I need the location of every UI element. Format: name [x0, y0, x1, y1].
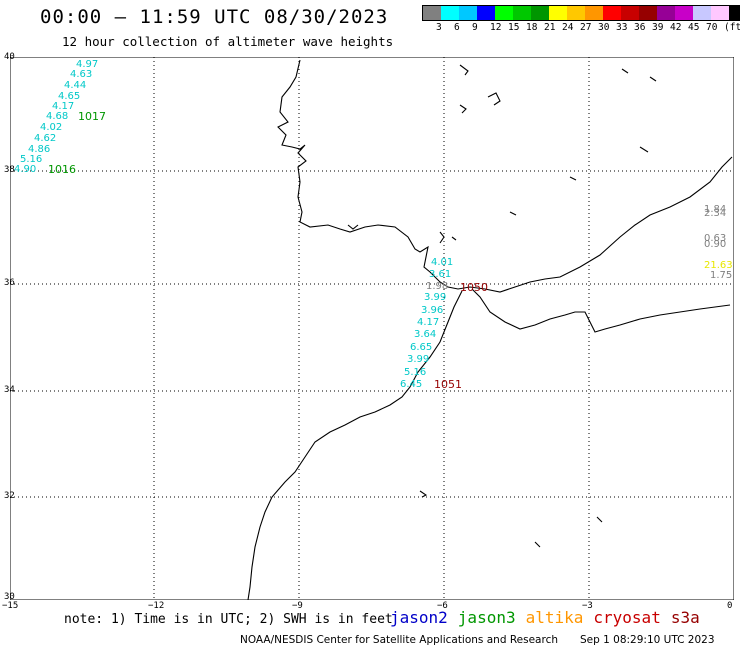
colorbar-label: 6	[454, 22, 460, 33]
colorbar-swatch	[693, 6, 711, 20]
swh-value: 4.86	[28, 144, 50, 155]
swh-value: 3.61	[429, 269, 451, 280]
footer-credit: NOAA/NESDIS Center for Satellite Applica…	[240, 634, 558, 646]
lat-label: 34	[4, 385, 15, 395]
track-id: 1017	[78, 110, 106, 123]
swh-value: 3.99	[407, 354, 429, 365]
lat-label: 38	[4, 165, 15, 175]
lon-label: −12	[148, 601, 165, 611]
track-id: 1050	[460, 281, 488, 294]
colorbar-swatch	[441, 6, 459, 20]
colorbar-label: 12	[490, 22, 502, 33]
colorbar-label: 70	[706, 22, 718, 33]
swh-value: 4.65	[58, 91, 80, 102]
colorbar-swatch	[675, 6, 693, 20]
map-plot: 4.974.634.444.654.174.684.024.624.865.16…	[10, 57, 734, 600]
lon-label: −9	[292, 601, 303, 611]
colorbar-swatch	[531, 6, 549, 20]
lat-label: 40	[4, 52, 15, 62]
lon-label: −6	[437, 601, 448, 611]
lat-label: 30	[4, 592, 15, 602]
colorbar-swatch	[513, 6, 531, 20]
swh-value: 5.16	[404, 367, 426, 378]
swh-value: 6.65	[410, 342, 432, 353]
lon-label: 0	[727, 601, 733, 611]
coastline	[247, 59, 733, 600]
colorbar-swatch	[495, 6, 513, 20]
footer-date: Sep 1 08:29:10 UTC 2023	[580, 634, 715, 646]
swh-value: 2.34	[704, 208, 726, 219]
colorbar-label: 24	[562, 22, 574, 33]
map-title: 00:00 – 11:59 UTC 08/30/2023	[40, 6, 389, 28]
swh-value: 4.68	[46, 111, 68, 122]
colorbar-swatch	[603, 6, 621, 20]
colorbar-label: 18	[526, 22, 538, 33]
legend-jason2: jason2	[390, 608, 448, 627]
colorbar-swatch	[549, 6, 567, 20]
colorbar-label: 3	[436, 22, 442, 33]
swh-value: 5.16	[20, 154, 42, 165]
swh-value: 4.90	[14, 164, 36, 175]
colorbar-label: 39	[652, 22, 664, 33]
swh-value: 4.44	[64, 80, 86, 91]
colorbar-label: 21	[544, 22, 556, 33]
swh-value: 4.01	[431, 257, 453, 268]
swh-value: 3.96	[421, 305, 443, 316]
legend-s3a: s3a	[670, 608, 700, 627]
swh-value: 0.90	[704, 239, 726, 250]
colorbar-label: 36	[634, 22, 646, 33]
legend-jason3: jason3	[457, 608, 516, 627]
note-text: note: 1) Time is in UTC; 2) SWH is in fe…	[64, 612, 393, 627]
lon-label: −3	[582, 601, 593, 611]
swh-value: 4.17	[417, 317, 439, 328]
swh-value: 1.98	[426, 281, 448, 292]
swh-value: 4.02	[40, 122, 62, 133]
colorbar-swatch	[729, 6, 740, 20]
legend-cryosat: cryosat	[593, 608, 661, 627]
swh-value: 1.84	[704, 204, 726, 215]
colorbar-label: (ft)	[724, 22, 740, 33]
colorbar-swatch	[711, 6, 729, 20]
swh-value: 0.63	[704, 233, 726, 244]
swh-value: 4.62	[34, 133, 56, 144]
lat-label: 32	[4, 491, 15, 501]
swh-value: 4.17	[52, 101, 74, 112]
colorbar	[422, 5, 740, 21]
satellite-legend: jason2 jason3 altika cryosat s3a	[390, 608, 710, 627]
colorbar-label: 9	[472, 22, 478, 33]
colorbar-label: 45	[688, 22, 700, 33]
swh-value: 4.97	[76, 59, 98, 70]
colorbar-swatch	[657, 6, 675, 20]
colorbar-label: 15	[508, 22, 520, 33]
colorbar-swatch	[477, 6, 495, 20]
colorbar-label: 42	[670, 22, 682, 33]
colorbar-swatch	[567, 6, 585, 20]
colorbar-swatch	[459, 6, 477, 20]
track-id: 1051	[434, 378, 462, 391]
swh-value: 3.64	[414, 329, 436, 340]
legend-altika: altika	[525, 608, 584, 627]
colorbar-swatch	[585, 6, 603, 20]
lon-label: −15	[2, 601, 19, 611]
swh-value: 3.99	[424, 292, 446, 303]
swh-value: 4.63	[70, 69, 92, 80]
lat-label: 36	[4, 278, 15, 288]
colorbar-swatch	[423, 6, 441, 20]
track-id: 1016	[48, 163, 76, 176]
swh-value: 6.45	[400, 379, 422, 390]
colorbar-label: 30	[598, 22, 610, 33]
colorbar-label: 27	[580, 22, 592, 33]
swh-value: 21.63	[704, 260, 733, 271]
colorbar-label: 33	[616, 22, 628, 33]
colorbar-swatch	[639, 6, 657, 20]
swh-value: 1.75	[710, 270, 732, 281]
map-subtitle: 12 hour collection of altimeter wave hei…	[62, 34, 394, 49]
colorbar-swatch	[621, 6, 639, 20]
